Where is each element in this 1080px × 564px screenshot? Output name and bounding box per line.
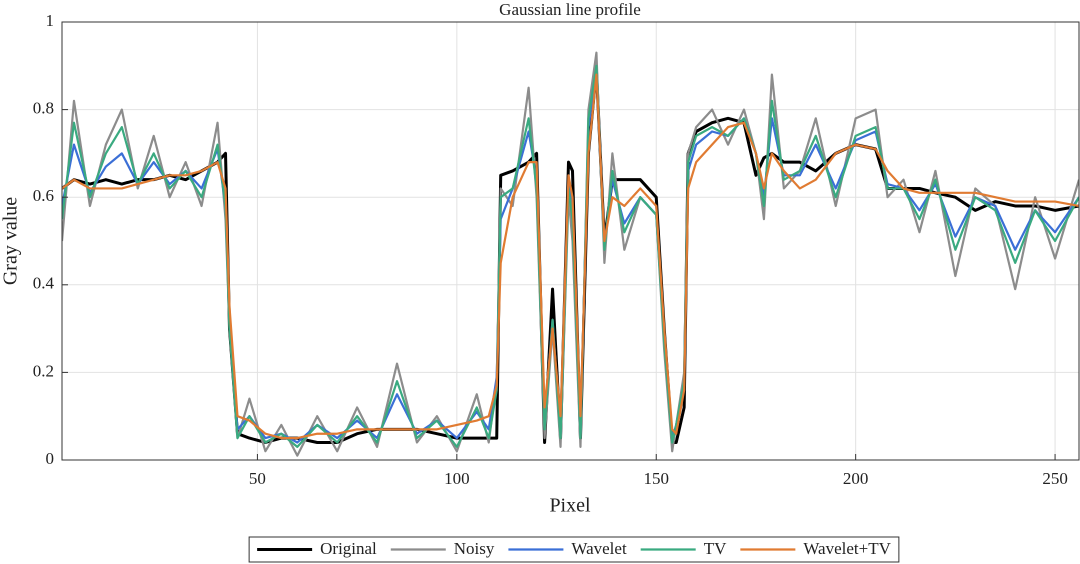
x-tick-label: 200	[843, 469, 869, 488]
y-tick-label: 0	[46, 449, 55, 468]
y-tick-label: 0.8	[33, 99, 54, 118]
legend-label: Wavelet	[571, 539, 627, 558]
y-tick-label: 0.6	[33, 186, 54, 205]
legend-label: TV	[704, 539, 727, 558]
x-tick-label: 250	[1042, 469, 1068, 488]
legend-label: Noisy	[454, 539, 495, 558]
x-tick-label: 50	[249, 469, 266, 488]
plot-area	[62, 22, 1079, 460]
x-axis-label: Pixel	[549, 495, 591, 517]
y-axis-label: Gray value	[0, 197, 22, 285]
series-line	[62, 73, 1079, 440]
y-tick-label: 1	[46, 11, 55, 30]
x-tick-label: 150	[643, 469, 669, 488]
x-tick-label: 100	[444, 469, 470, 488]
y-tick-label: 0.2	[33, 361, 54, 380]
legend-label: Original	[320, 539, 377, 558]
lines	[62, 51, 1079, 457]
chart-title: Gaussian line profile	[499, 0, 641, 19]
y-tick-label: 0.4	[33, 274, 55, 293]
plot-frame	[61, 21, 1080, 461]
legend-label: Wavelet+TV	[803, 539, 891, 558]
legend: Original Noisy Wavelet TV Wavelet+TV	[248, 536, 900, 563]
